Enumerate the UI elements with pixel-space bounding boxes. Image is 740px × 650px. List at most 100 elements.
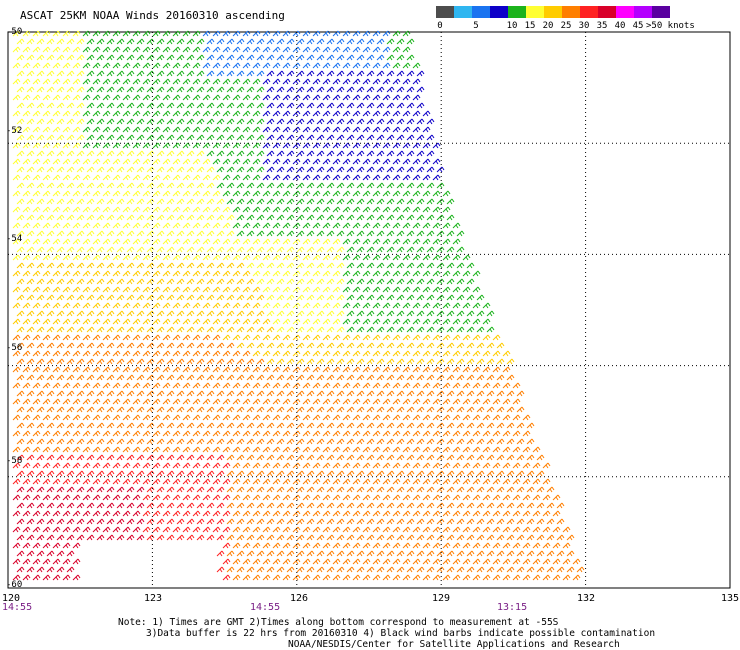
wind-barb [302,382,311,389]
wind-barb [212,462,221,469]
wind-barb [296,102,305,109]
wind-barb [226,118,235,125]
wind-barb [152,222,161,229]
wind-barb [422,126,431,133]
wind-barb [376,214,385,221]
wind-barb [152,174,161,181]
wind-barb [16,342,25,349]
wind-barb [372,190,381,197]
wind-barb [516,566,525,573]
wind-barb [382,430,391,437]
wind-barb [162,110,171,117]
wind-barb [156,38,165,45]
wind-barb [402,158,411,165]
legend-label: 5 [473,21,479,31]
wind-barb [52,414,61,421]
wind-barb [62,206,71,213]
wind-barb [336,374,345,381]
wind-barb [272,510,281,517]
wind-barb [442,318,451,325]
lat-label-60: -60 [6,580,23,590]
wind-barb [366,198,375,205]
wind-barb [162,222,171,229]
wind-barb [182,238,191,245]
wind-barb [306,342,315,349]
wind-barb [352,286,361,293]
wind-barb [22,462,31,469]
wind-barb [82,526,91,533]
wind-barb [292,126,301,133]
wind-barb [222,110,231,117]
wind-barb [52,574,61,581]
wind-barb [152,238,161,245]
wind-barb [256,550,265,557]
wind-barb [52,174,61,181]
wind-barb [252,126,261,133]
wind-barb [196,262,205,269]
wind-barb [306,54,315,61]
wind-barb [356,246,365,253]
wind-barb [262,46,271,53]
wind-barb [312,62,321,69]
wind-barb [302,62,311,69]
wind-barb [162,382,171,389]
wind-barb [102,142,111,149]
wind-barb [242,494,251,501]
wind-barb [432,142,441,149]
wind-barb [416,486,425,493]
wind-barb [216,294,225,301]
wind-barb [152,318,161,325]
wind-barb [12,62,21,69]
wind-barb [76,310,85,317]
wind-barb [456,358,465,365]
wind-barb [256,54,265,61]
wind-barb [352,494,361,501]
wind-barb [456,294,465,301]
wind-barb [272,574,281,581]
wind-barb [376,262,385,269]
wind-barb [76,134,85,141]
wind-barb [22,430,31,437]
wind-barb [242,366,251,373]
wind-barb [86,262,95,269]
wind-barb [26,326,35,333]
wind-barb [432,350,441,357]
wind-barb [76,198,85,205]
wind-barb [186,262,195,269]
wind-barb [492,382,501,389]
wind-barb [392,286,401,293]
wind-barb [262,302,271,309]
wind-barb [402,238,411,245]
wind-barb [362,62,371,69]
wind-barb [196,278,205,285]
wind-barb [196,534,205,541]
wind-barb [82,94,91,101]
wind-barb [476,470,485,477]
wind-barb [366,70,375,77]
wind-barb [206,102,215,109]
wind-barb [236,406,245,413]
wind-barb [72,30,81,37]
wind-barb [266,214,275,221]
wind-barb [82,510,91,517]
wind-barb [196,406,205,413]
wind-barb [146,198,155,205]
wind-barb [242,510,251,517]
wind-barb [262,78,271,85]
wind-barb [416,150,425,157]
wind-barb [86,294,95,301]
wind-barb [316,54,325,61]
wind-barb [452,222,461,229]
wind-barb [176,438,185,445]
wind-barb [472,462,481,469]
wind-barb [276,118,285,125]
wind-barb [332,462,341,469]
wind-barb [222,62,231,69]
wind-barb [452,462,461,469]
wind-barb [292,30,301,37]
wind-barb [146,438,155,445]
wind-barb [416,342,425,349]
wind-barb [282,366,291,373]
wind-barb [392,158,401,165]
wind-barb [66,38,75,45]
